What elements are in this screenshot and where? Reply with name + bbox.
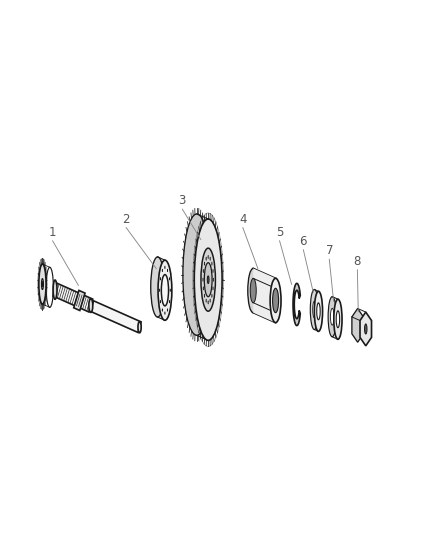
Text: 3: 3	[179, 194, 186, 207]
Ellipse shape	[204, 262, 205, 265]
Text: 2: 2	[122, 213, 130, 225]
Polygon shape	[90, 301, 141, 333]
Ellipse shape	[194, 219, 222, 341]
Ellipse shape	[213, 278, 214, 281]
Ellipse shape	[158, 260, 172, 320]
Ellipse shape	[204, 294, 205, 297]
Text: 4: 4	[239, 213, 247, 225]
Ellipse shape	[203, 287, 204, 290]
Ellipse shape	[250, 278, 256, 303]
Ellipse shape	[317, 303, 320, 320]
Ellipse shape	[210, 299, 211, 302]
Polygon shape	[293, 284, 300, 326]
Text: 5: 5	[276, 225, 283, 239]
Ellipse shape	[89, 298, 93, 312]
Polygon shape	[253, 269, 276, 322]
Ellipse shape	[42, 279, 43, 289]
Ellipse shape	[207, 276, 209, 284]
Polygon shape	[360, 312, 371, 346]
Ellipse shape	[336, 311, 339, 328]
Text: 1: 1	[49, 225, 56, 239]
Polygon shape	[53, 283, 93, 312]
Ellipse shape	[201, 248, 215, 311]
Ellipse shape	[314, 292, 322, 332]
Ellipse shape	[310, 289, 318, 329]
Polygon shape	[352, 309, 364, 342]
Ellipse shape	[203, 269, 204, 273]
Ellipse shape	[248, 269, 259, 313]
Text: 6: 6	[300, 235, 307, 248]
Ellipse shape	[210, 257, 211, 261]
Ellipse shape	[270, 278, 281, 322]
Ellipse shape	[204, 263, 212, 297]
Ellipse shape	[151, 257, 165, 317]
Ellipse shape	[334, 299, 342, 340]
Ellipse shape	[42, 281, 43, 287]
Ellipse shape	[39, 264, 46, 304]
Ellipse shape	[53, 280, 57, 299]
Ellipse shape	[161, 274, 169, 306]
Text: 7: 7	[325, 244, 333, 257]
Text: 8: 8	[354, 255, 361, 268]
Polygon shape	[74, 290, 85, 311]
Ellipse shape	[183, 214, 211, 335]
Ellipse shape	[364, 324, 367, 334]
Ellipse shape	[331, 308, 334, 325]
Ellipse shape	[313, 301, 316, 318]
Ellipse shape	[272, 288, 279, 313]
Ellipse shape	[138, 321, 141, 333]
Ellipse shape	[328, 297, 336, 337]
